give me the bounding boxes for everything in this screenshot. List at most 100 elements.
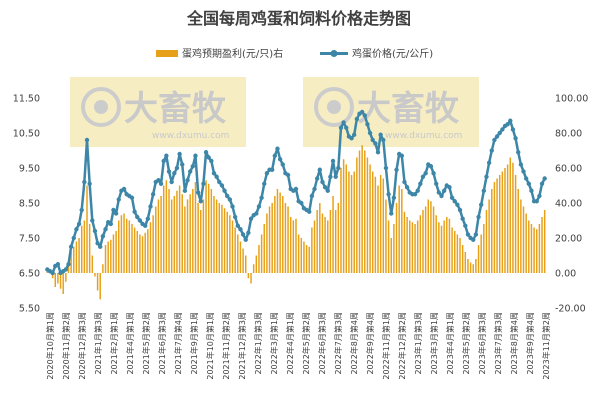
bar	[147, 229, 149, 273]
bar	[536, 229, 538, 273]
bar	[353, 171, 355, 273]
price-point	[201, 181, 206, 186]
bar	[432, 206, 435, 273]
bar	[300, 238, 303, 273]
x-axis-tick-label: 2021年1月第3周	[93, 312, 103, 375]
price-point	[352, 132, 357, 137]
price-point	[150, 192, 156, 197]
bar	[258, 245, 260, 273]
price-point	[415, 188, 420, 193]
price-point	[476, 214, 481, 220]
price-point	[113, 211, 119, 216]
bar	[202, 199, 205, 273]
price-point	[259, 195, 264, 200]
bar	[374, 176, 377, 273]
bar	[305, 245, 308, 273]
price-point	[71, 235, 76, 241]
bar	[414, 224, 416, 273]
price-point	[338, 125, 344, 130]
bar	[472, 264, 474, 273]
bar	[67, 262, 70, 273]
price-point	[473, 232, 479, 237]
price-point	[103, 227, 108, 232]
price-point	[82, 179, 87, 185]
price-point	[161, 158, 166, 164]
price-point	[111, 207, 116, 213]
price-point	[412, 192, 418, 197]
bar	[176, 190, 178, 273]
price-point	[195, 190, 201, 195]
price-point	[177, 151, 182, 157]
bar	[430, 201, 432, 273]
price-point	[317, 167, 323, 172]
x-axis-tick-label: 2023年8月第4周	[509, 312, 519, 375]
bar	[244, 255, 247, 273]
price-point	[328, 174, 333, 179]
x-axis-tick-label: 2023年11月第2周	[541, 312, 551, 380]
x-axis-tick-label: 2023年7月第3周	[493, 312, 503, 375]
watermark-logo-dot-icon	[94, 100, 108, 114]
bar	[200, 210, 202, 273]
bar	[369, 164, 371, 273]
line-series	[45, 109, 547, 276]
left-axis-tick-label: 7.50	[19, 234, 40, 245]
watermark-text: 大畜牧	[124, 89, 227, 129]
bar	[70, 252, 72, 273]
bar	[530, 224, 533, 273]
bar	[453, 231, 456, 273]
bar	[501, 171, 504, 273]
bar	[475, 259, 477, 273]
x-axis-tick-label: 2022年8月第4周	[349, 312, 359, 375]
price-point	[439, 193, 444, 199]
bar	[94, 273, 96, 277]
watermark-logo-dot-icon	[327, 100, 341, 114]
price-point	[79, 207, 84, 213]
bar	[231, 220, 234, 273]
price-point	[137, 218, 143, 223]
price-point	[108, 221, 114, 227]
bar	[371, 171, 374, 273]
x-axis-tick-label: 2020年11月第2周	[61, 312, 71, 380]
bar	[131, 224, 133, 273]
x-axis-tick-label: 2023年5月第2周	[461, 312, 471, 375]
price-point	[521, 169, 526, 174]
watermark: 大畜牧 www.dxumu.com	[303, 77, 479, 147]
x-axis-tick-label: 2021年12月第3周	[237, 312, 247, 380]
price-point	[492, 137, 497, 143]
price-point	[172, 171, 177, 176]
price-point	[68, 244, 74, 249]
price-point	[148, 204, 153, 209]
bar	[401, 189, 403, 273]
bar	[75, 241, 78, 273]
price-point	[66, 262, 71, 267]
bar	[223, 208, 226, 273]
bar	[491, 189, 493, 273]
price-point	[513, 136, 518, 141]
bar	[440, 225, 443, 273]
bar	[78, 238, 80, 273]
price-point	[135, 214, 140, 220]
left-axis-tick-label: 11.50	[13, 94, 40, 105]
bar	[313, 220, 316, 273]
bar	[517, 189, 519, 273]
bar	[387, 220, 390, 273]
price-point	[399, 153, 405, 158]
bar	[268, 206, 271, 273]
bar	[282, 196, 284, 273]
price-point	[431, 171, 436, 176]
bar	[255, 255, 258, 273]
price-point	[537, 193, 542, 199]
price-point	[156, 178, 161, 183]
watermark-text: 大畜牧	[357, 89, 460, 129]
price-point	[389, 211, 394, 216]
price-point	[434, 181, 439, 186]
bar	[297, 234, 300, 273]
price-point	[484, 174, 489, 179]
bar	[205, 180, 207, 273]
right-axis-tick-label: 40.00	[555, 199, 582, 210]
bar	[350, 175, 353, 273]
price-point	[211, 171, 217, 176]
bar	[136, 231, 139, 273]
bar	[345, 164, 347, 273]
price-point	[309, 193, 315, 199]
